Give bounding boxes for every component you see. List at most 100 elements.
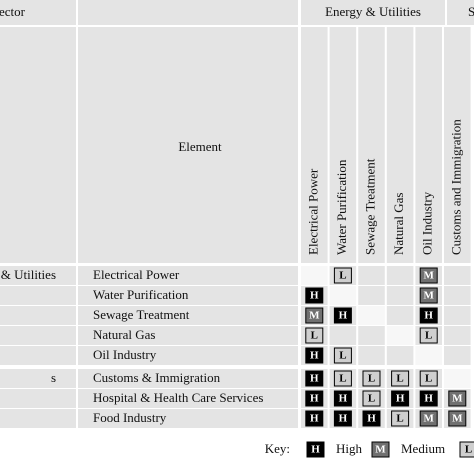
symbol: M [375,444,386,456]
matrix-cell [358,266,385,285]
dependency-box [305,370,324,387]
symbol: L [368,393,375,405]
dependency-box [333,390,352,407]
column-header: Customs and Immigration [448,119,463,255]
dependency-box [333,410,352,427]
row-cell [78,266,298,285]
symbol: H [367,413,376,425]
dependency-box [333,267,352,284]
dependency-box [362,410,381,427]
dependency-box [362,390,381,407]
matrix-cell [386,326,414,345]
matrix-cell [358,346,385,365]
symbol: H [310,393,319,405]
sector-label: s [51,370,56,385]
dependency-box [333,370,352,387]
row-cell [0,389,76,408]
matrix-cell [444,369,471,388]
symbol: L [396,413,403,425]
dependency-box [448,410,467,427]
symbol: L [368,373,375,385]
row-cell [0,409,76,428]
key-label: Key: [265,441,290,456]
sector-header: ector [0,4,26,19]
key-box [371,441,390,458]
symbol: H [310,373,319,385]
symbol: L [339,373,346,385]
row-cell [0,326,76,345]
column-header: Natural Gas [391,193,406,255]
symbol: H [311,444,320,456]
header-cell [301,0,445,25]
key-text: Medium [401,441,445,456]
column-header: Sewage Treatment [362,158,377,255]
matrix-cell [386,266,414,285]
element-label: Customs & Immigration [93,370,221,385]
dependency-box [419,267,438,284]
matrix-cell [444,266,471,285]
matrix-cell [444,306,471,325]
dependency-box [305,347,324,364]
dependency-box [448,390,467,407]
dependency-box [305,287,324,304]
row-cell [78,389,298,408]
row-cell [0,286,76,305]
row-cell [78,306,298,325]
symbol: L [339,350,346,362]
column-header: Oil Industry [420,191,435,255]
dependency-box [419,390,438,407]
dependency-box [391,410,410,427]
element-label: Water Purification [93,287,189,302]
symbol: M [424,413,435,425]
matrix-cell [358,286,385,305]
symbol: L [311,330,318,342]
matrix-cell [329,286,357,305]
row-cell [78,286,298,305]
symbol: M [424,270,435,282]
symbol: H [424,310,433,322]
dependency-box [419,410,438,427]
group-header: S [468,4,474,19]
element-label: Sewage Treatment [93,307,190,322]
symbol: H [310,290,319,302]
header-cell [447,0,474,25]
header-cell [78,27,298,263]
dependency-box [419,327,438,344]
header-cell [78,0,298,25]
dependency-box [305,307,324,324]
element-label: Natural Gas [93,327,155,342]
header-cell [358,27,385,263]
symbol: L [425,330,432,342]
dependency-box [419,287,438,304]
dependency-box [305,327,324,344]
key-box [459,441,474,458]
symbol: H [424,393,433,405]
dependency-box [305,410,324,427]
column-header: Electrical Power [305,168,320,255]
matrix-cell [358,326,385,345]
row-cell [0,266,76,285]
dependency-box [305,390,324,407]
row-cell [78,409,298,428]
row-cell [78,346,298,365]
column-header: Water Purification [334,159,349,255]
dependency-box [333,307,352,324]
matrix-cell [329,326,357,345]
symbol: H [339,393,348,405]
row-cell [0,306,76,325]
header-cell [301,27,328,263]
row-cell [78,369,298,388]
element-label: Oil Industry [93,347,157,362]
symbol: H [339,413,348,425]
matrix-cell [386,306,414,325]
symbol: H [310,413,319,425]
matrix-cell [386,346,414,365]
symbol: L [425,373,432,385]
key-text: High [336,441,363,456]
header-cell [329,27,357,263]
group-header: Energy & Utilities [325,4,421,19]
header-cell [444,27,471,263]
symbol: M [424,290,435,302]
